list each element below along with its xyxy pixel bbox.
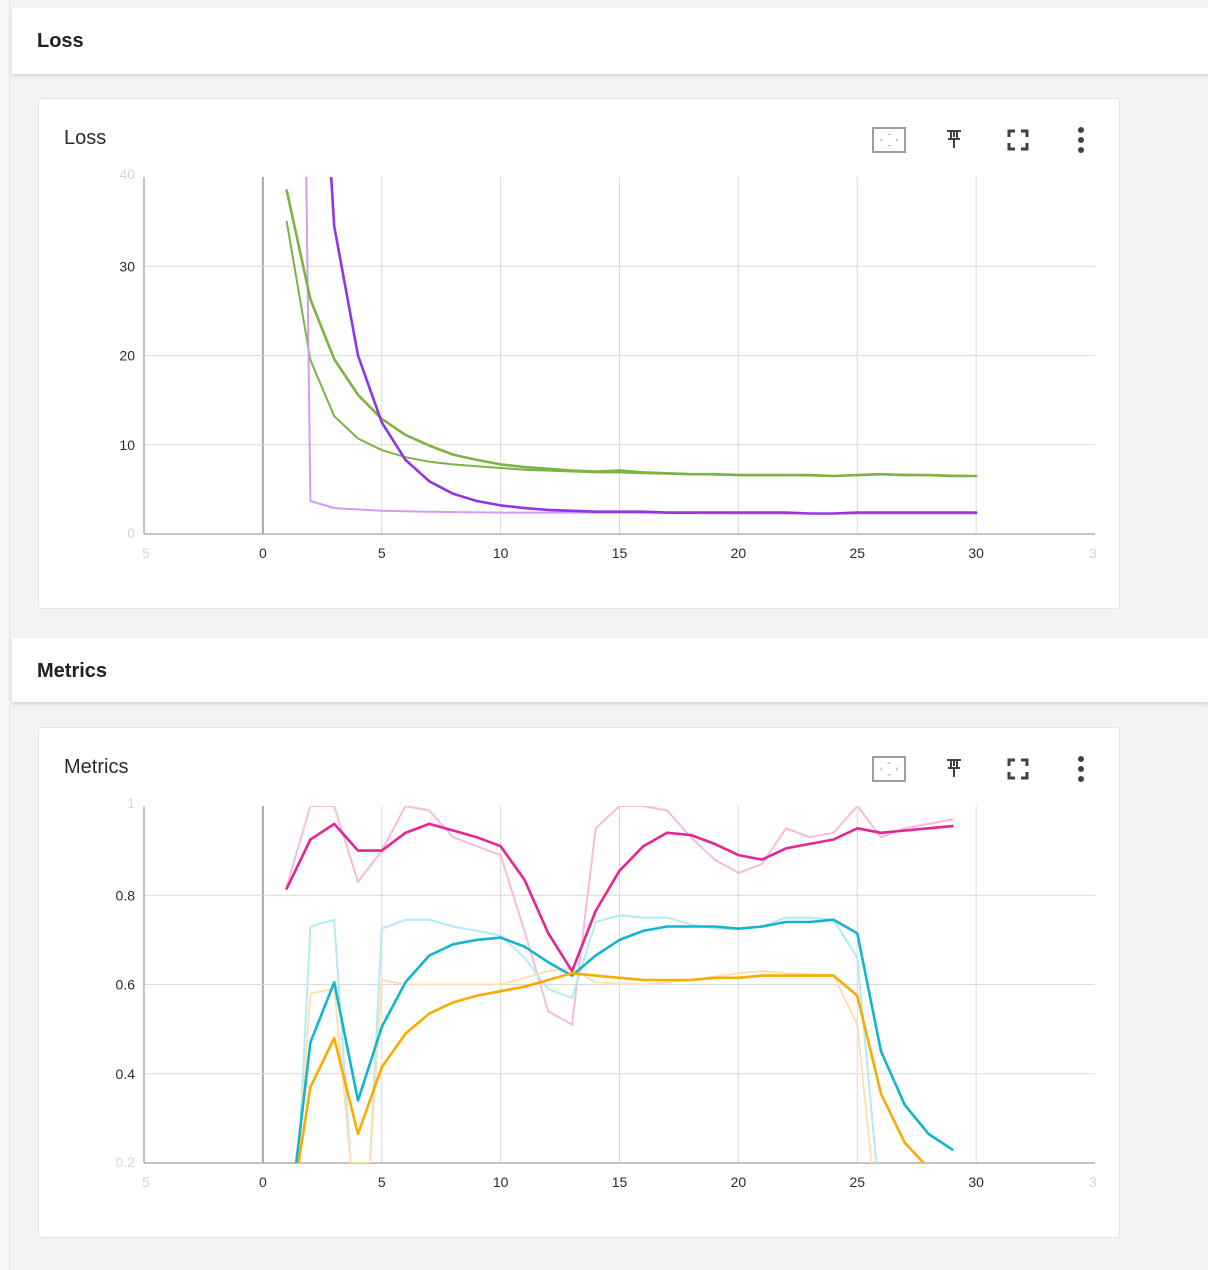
x-tick-label: 30 — [968, 1174, 984, 1190]
series-line-smoothed — [294, 918, 954, 1163]
x-tick-label: 30 — [968, 545, 984, 561]
x-tick-label: 10 — [493, 1174, 509, 1190]
section-header-title: Loss — [37, 30, 84, 52]
x-tick-label: 0 — [259, 545, 267, 561]
fit-domain-button[interactable] — [869, 121, 909, 159]
x-tick-label: 25 — [849, 1174, 865, 1190]
fullscreen-button[interactable] — [998, 750, 1038, 788]
chart-card-metrics: Metrics 0 5 10 15 20 25 30 0.4 0.6 0.8 5 3 1 0.2 — [38, 727, 1120, 1238]
pin-icon — [947, 759, 961, 777]
section-header-metrics[interactable]: Metrics — [12, 638, 1208, 702]
series-line-raw — [297, 914, 878, 1163]
series-line-smoothed — [285, 189, 978, 478]
section-header-loss[interactable]: Loss — [12, 8, 1208, 74]
x-tick-label: 25 — [849, 545, 865, 561]
series-line-smoothed — [329, 177, 978, 515]
chart-card-loss: Loss 0 5 10 15 20 25 30 10 20 30 5 3 40 0 — [38, 98, 1120, 609]
pin-button[interactable] — [934, 121, 974, 159]
x-tick-label: 15 — [612, 545, 628, 561]
y-tick-label: 20 — [119, 348, 135, 364]
series-group — [285, 177, 978, 515]
fit-domain-icon — [872, 127, 906, 153]
fit-domain-button[interactable] — [869, 750, 909, 788]
x-tick-label-faint: 3 — [1089, 545, 1097, 561]
x-tick-label: 0 — [259, 1174, 267, 1190]
series-line-smoothed — [285, 822, 954, 973]
y-tick-label-faint: 1 — [127, 795, 135, 811]
x-tick-label: 20 — [731, 545, 747, 561]
x-tick-label: 10 — [493, 545, 509, 561]
more-vert-icon — [1078, 127, 1084, 153]
x-tick-label-faint: 3 — [1089, 1174, 1097, 1190]
y-tick-label: 0.6 — [116, 977, 136, 993]
section-header-title: Metrics — [37, 660, 108, 682]
fullscreen-icon — [1007, 129, 1029, 151]
fit-domain-icon — [872, 756, 906, 782]
fullscreen-button[interactable] — [998, 121, 1038, 159]
series-line-raw — [285, 806, 954, 1026]
pin-icon — [947, 130, 961, 148]
card-title: Metrics — [64, 756, 129, 778]
x-tick-label: 20 — [731, 1174, 747, 1190]
x-tick-label-faint: 5 — [142, 1174, 150, 1190]
x-tick-label: 5 — [378, 1174, 386, 1190]
more-options-button[interactable] — [1061, 750, 1101, 788]
y-tick-label-faint: 40 — [119, 166, 135, 182]
y-tick-label: 30 — [119, 258, 135, 274]
x-tick-label: 5 — [378, 545, 386, 561]
y-tick-label-faint: 0.2 — [116, 1154, 136, 1170]
x-tick-label: 15 — [612, 1174, 628, 1190]
y-tick-label: 10 — [119, 437, 135, 453]
series-group — [285, 806, 954, 1163]
left-rail — [0, 0, 10, 1270]
more-vert-icon — [1078, 756, 1084, 782]
series-line-smoothed — [297, 972, 926, 1163]
series-line-raw — [297, 967, 873, 1163]
card-title: Loss — [64, 127, 107, 149]
metrics-chart[interactable]: 0 5 10 15 20 25 30 0.4 0.6 0.8 5 3 1 0.2 — [39, 728, 1119, 1237]
fullscreen-icon — [1007, 758, 1029, 780]
more-options-button[interactable] — [1061, 121, 1101, 159]
pin-button[interactable] — [934, 750, 974, 788]
x-tick-label-faint: 5 — [142, 545, 150, 561]
y-tick-label: 0.8 — [116, 887, 136, 903]
y-tick-label-faint: 0 — [127, 525, 135, 541]
y-tick-label: 0.4 — [116, 1066, 136, 1082]
